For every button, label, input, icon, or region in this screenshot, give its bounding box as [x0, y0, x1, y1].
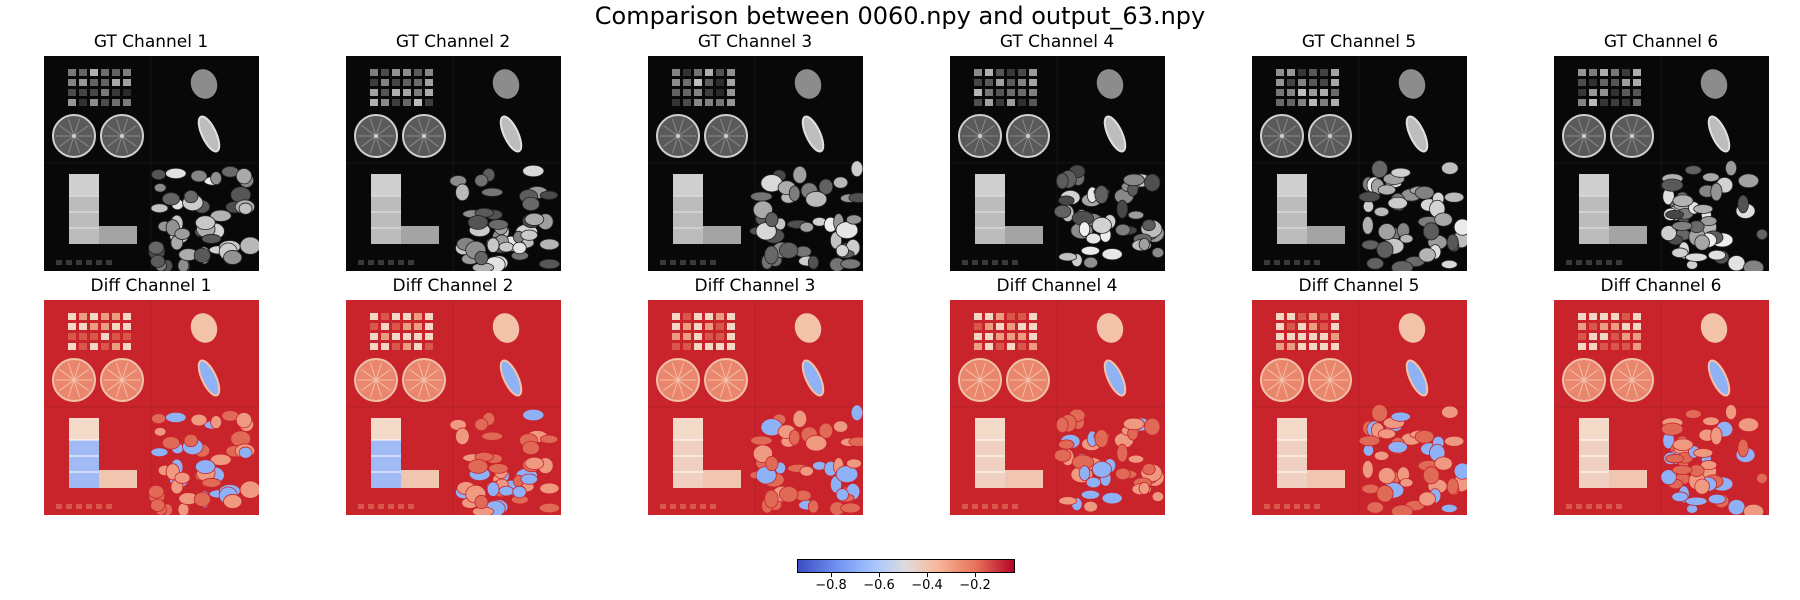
diff-channel-image	[950, 300, 1165, 515]
gt-channel-image	[44, 56, 259, 271]
diff-panel-title: Diff Channel 5	[1298, 276, 1420, 296]
colorbar-tick	[927, 572, 928, 577]
gt-panel-title: GT Channel 3	[697, 32, 813, 52]
diff-panel-title: Diff Channel 3	[694, 276, 816, 296]
colorbar-tick-label: −0.8	[815, 578, 847, 593]
diff-channel-image	[1554, 300, 1769, 515]
figure-title: Comparison between 0060.npy and output_6…	[594, 2, 1206, 30]
colorbar-tick-label: −0.6	[863, 578, 895, 593]
gt-panel-title: GT Channel 6	[1603, 32, 1719, 52]
colorbar-tick-label: −0.2	[959, 578, 991, 593]
colorbar-ticks: −0.8 −0.6 −0.4 −0.2	[797, 572, 1015, 594]
gt-channel-image	[346, 56, 561, 271]
diff-panel-title: Diff Channel 2	[392, 276, 514, 296]
diff-channel-image	[648, 300, 863, 515]
colorbar-tick	[879, 572, 880, 577]
gt-channel-image	[950, 56, 1165, 271]
diff-panel-title: Diff Channel 6	[1600, 276, 1722, 296]
colorbar-tick-label: −0.4	[911, 578, 943, 593]
diff-panel-title: Diff Channel 4	[996, 276, 1118, 296]
colorbar-tick	[831, 572, 832, 577]
gt-channel-image	[1252, 56, 1467, 271]
gt-channel-image	[648, 56, 863, 271]
colorbar	[797, 559, 1015, 573]
diff-channel-image	[1252, 300, 1467, 515]
colorbar-tick	[975, 572, 976, 577]
gt-panel-title: GT Channel 4	[999, 32, 1115, 52]
diff-channel-image	[346, 300, 561, 515]
diff-channel-image	[44, 300, 259, 515]
gt-panel-title: GT Channel 2	[395, 32, 511, 52]
gt-channel-image	[1554, 56, 1769, 271]
gt-panel-title: GT Channel 1	[93, 32, 209, 52]
gt-panel-title: GT Channel 5	[1301, 32, 1417, 52]
diff-panel-title: Diff Channel 1	[90, 276, 212, 296]
